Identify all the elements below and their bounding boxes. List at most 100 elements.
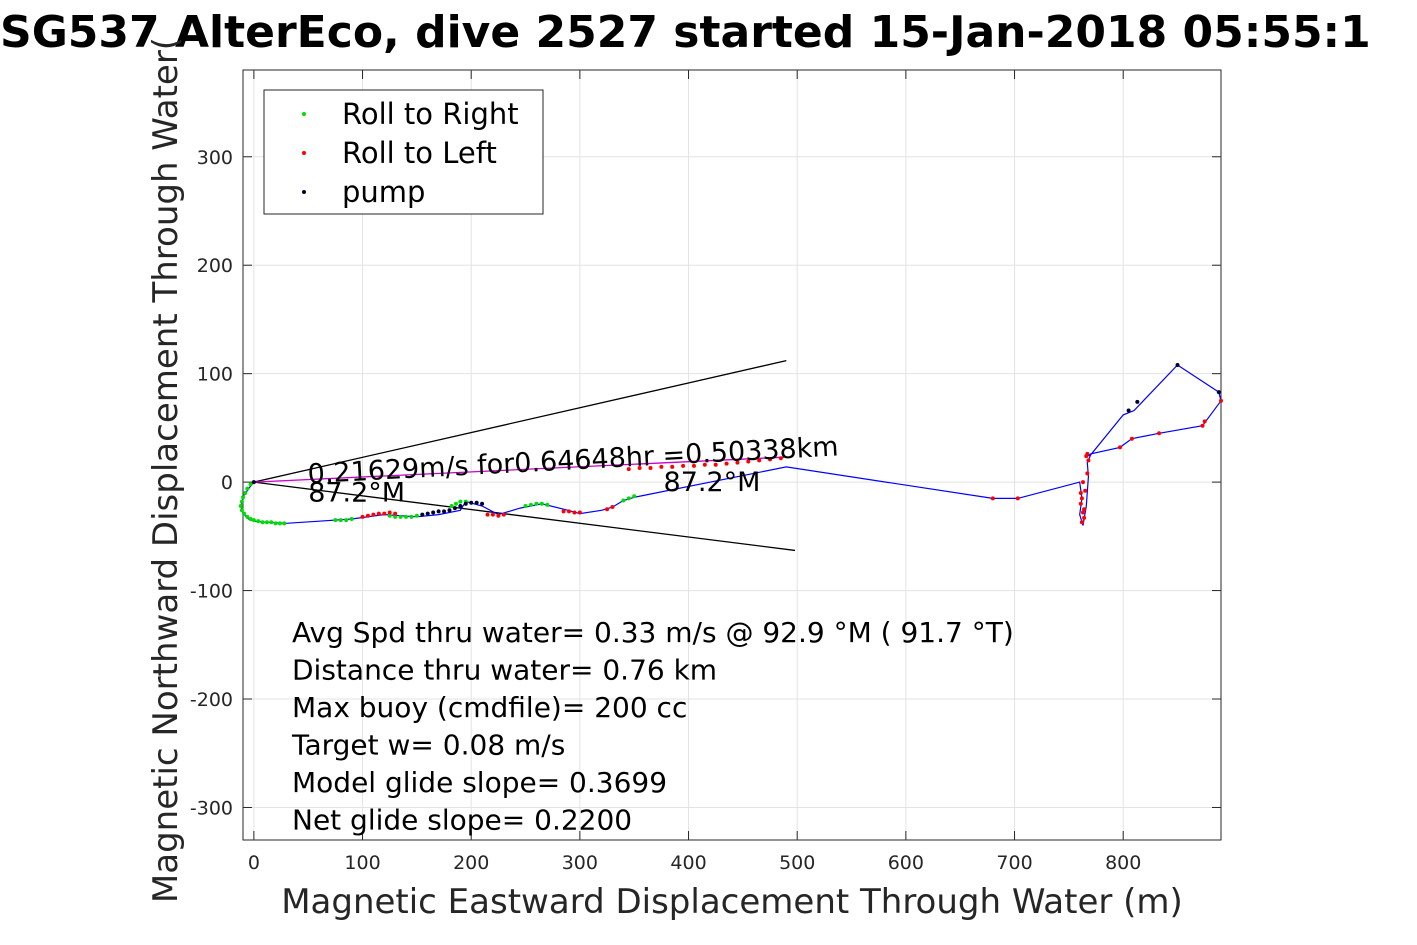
point-roll-to-left [496, 513, 501, 518]
x-tick-label: 500 [779, 852, 815, 874]
point-roll-to-right [245, 486, 250, 491]
point-roll-to-left [1157, 431, 1162, 436]
heading-lines [253, 360, 796, 552]
point-roll-to-left [648, 466, 653, 471]
point-roll-to-right [621, 498, 626, 503]
point-pump [458, 503, 463, 508]
y-tick-label: -200 [190, 689, 233, 711]
point-roll-to-right [349, 516, 354, 521]
point-pump [469, 500, 474, 505]
point-roll-to-left [1082, 507, 1087, 512]
point-roll-to-left [371, 512, 376, 517]
point-roll-to-right [248, 482, 253, 487]
point-roll-to-right [238, 503, 243, 508]
stat-line: Model glide slope= 0.3699 [292, 766, 667, 799]
point-roll-to-left [567, 509, 571, 514]
stat-line: Target w= 0.08 m/s [291, 729, 565, 762]
legend-entry: Roll to Right [342, 97, 519, 131]
point-pump [480, 501, 485, 506]
point-roll-to-left [393, 511, 398, 516]
point-roll-to-left [610, 505, 615, 510]
stat-line: Max buoy (cmdfile)= 200 cc [292, 691, 687, 724]
point-pump [425, 511, 430, 516]
point-pump [251, 480, 256, 485]
point-pump [1216, 390, 1221, 395]
point-roll-to-left [376, 511, 381, 516]
point-roll-to-left [746, 459, 751, 464]
point-pump [463, 501, 468, 506]
point-roll-to-left [501, 512, 506, 517]
x-tick-label: 200 [453, 852, 489, 874]
x-tick-label: 700 [996, 852, 1032, 874]
x-tick-label: 600 [888, 852, 924, 874]
point-roll-to-left [360, 514, 365, 519]
point-roll-to-left [757, 458, 762, 463]
point-roll-to-right [256, 519, 261, 524]
legend-marker [302, 112, 306, 116]
y-tick-label: 300 [197, 147, 233, 169]
point-roll-to-left [1202, 419, 1207, 424]
point-roll-to-right [338, 518, 343, 523]
point-roll-to-right [239, 499, 244, 504]
y-tick-label: -300 [190, 797, 233, 819]
point-roll-to-left [577, 510, 582, 515]
x-tick-label: 100 [344, 852, 380, 874]
point-pump [1135, 399, 1140, 404]
legend-marker [302, 190, 306, 194]
point-pump [436, 509, 441, 514]
x-tick-label: 400 [670, 852, 706, 874]
point-roll-to-right [453, 501, 458, 506]
point-roll-to-left [1085, 451, 1090, 456]
point-roll-to-left [1080, 510, 1085, 515]
point-pump [452, 506, 457, 511]
point-pump [442, 509, 447, 514]
point-roll-to-left [382, 511, 387, 516]
x-axis-label: Magnetic Eastward Displacement Through W… [281, 882, 1183, 922]
point-roll-to-right [523, 503, 528, 508]
point-roll-to-right [333, 518, 338, 523]
point-roll-to-left [659, 464, 664, 469]
point-roll-to-right [539, 501, 544, 506]
point-roll-to-left [724, 461, 729, 466]
point-pump [431, 510, 436, 515]
y-tick-label: 0 [221, 472, 233, 494]
point-roll-to-left [1083, 488, 1088, 493]
point-roll-to-left [1015, 496, 1020, 501]
point-roll-to-right [545, 502, 550, 507]
point-roll-to-left [1080, 480, 1085, 485]
x-tick-label: 300 [562, 852, 598, 874]
legend-entry: Roll to Left [342, 136, 497, 170]
point-roll-to-right [404, 514, 408, 519]
y-tick-label: 100 [197, 364, 233, 386]
point-roll-to-left [1200, 423, 1205, 428]
heading-line-upper [253, 360, 787, 483]
point-roll-to-left [1219, 398, 1223, 403]
point-roll-to-right [277, 521, 282, 526]
point-roll-to-left [1129, 436, 1134, 441]
point-roll-to-left [365, 513, 370, 518]
point-roll-to-right [344, 518, 349, 523]
chart-title: SG537 AlterEco, dive 2527 started 15-Jan… [0, 7, 1371, 58]
point-pump [1126, 408, 1131, 413]
point-roll-to-left [670, 464, 675, 469]
point-pump [447, 508, 452, 513]
point-roll-to-left [572, 510, 577, 515]
point-roll-to-left [387, 510, 392, 515]
point-roll-to-left [1078, 501, 1083, 506]
point-roll-to-left [1086, 458, 1091, 463]
point-roll-to-left [990, 496, 995, 501]
point-roll-to-right [387, 513, 392, 518]
point-roll-to-left [1078, 490, 1083, 495]
point-roll-to-left [1079, 496, 1084, 501]
point-roll-to-right [248, 516, 253, 521]
point-roll-to-left [561, 509, 566, 514]
point-roll-to-right [239, 508, 244, 513]
point-roll-to-right [282, 521, 287, 526]
point-roll-to-left [490, 512, 495, 517]
point-roll-to-left [768, 457, 773, 462]
grid [243, 70, 1221, 840]
point-roll-to-left [605, 507, 610, 512]
annotation-text: 87.2°M [308, 478, 405, 509]
point-roll-to-right [449, 503, 454, 508]
